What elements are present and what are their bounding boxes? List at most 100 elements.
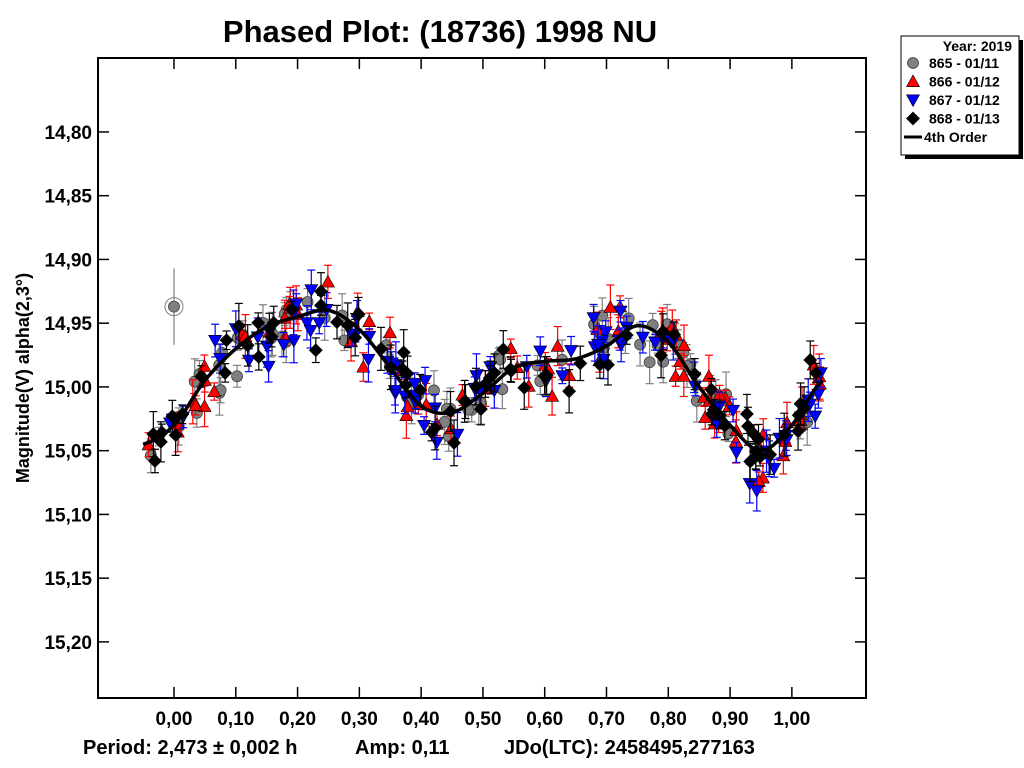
- data-point-diamond: [218, 365, 233, 380]
- epoch-readout: JDo(LTC): 2458495,277163: [504, 737, 755, 759]
- data-point-triangle-up: [603, 300, 618, 313]
- data-point-circle: [643, 356, 656, 369]
- data-point-triangle-down: [429, 436, 444, 450]
- data-point-diamond: [348, 330, 363, 345]
- data-point-circle: [428, 384, 440, 397]
- x-tick-label: 0,90: [712, 709, 749, 730]
- legend-header: Year: 2019: [943, 38, 1012, 54]
- plot-area: [97, 57, 867, 699]
- x-axis: 0,00 0,10 0,20 0,30 0,40 0,50 0,60 0,70 0,80 0,90…: [156, 58, 810, 730]
- data-point-diamond: [351, 307, 366, 322]
- data-point-diamond: [539, 368, 554, 383]
- data-point-diamond: [251, 315, 266, 330]
- data-point-circle: [301, 296, 314, 308]
- y-tick-label: 15,10: [44, 505, 92, 526]
- data-point-diamond: [168, 428, 183, 443]
- data-point-triangle-down: [304, 284, 319, 298]
- data-point-triangle-down: [648, 336, 663, 350]
- data-point-triangle-down: [417, 420, 432, 433]
- data-point-triangle-down: [286, 335, 301, 348]
- data-point-triangle-down: [586, 312, 601, 325]
- data-point-triangle-up: [550, 338, 565, 352]
- data-point-diamond: [428, 421, 443, 435]
- data-point-diamond: [562, 384, 577, 399]
- y-tick-label: 15,05: [44, 442, 92, 463]
- data-point-triangle-down: [261, 360, 276, 374]
- x-tick-label: 0,40: [403, 709, 440, 730]
- data-point-diamond: [308, 343, 323, 358]
- amplitude-readout: Amp: 0,11: [355, 737, 449, 759]
- data-point-triangle-down: [591, 338, 606, 352]
- data-point-diamond: [284, 302, 299, 317]
- data-point-diamond: [654, 348, 669, 363]
- data-point-diamond: [906, 111, 920, 126]
- fit-curve-4th-order: [142, 308, 824, 453]
- data-point-triangle-down: [555, 370, 570, 383]
- data-point-triangle-up: [676, 338, 691, 352]
- y-tick-label: 15,20: [44, 633, 92, 654]
- data-point-diamond: [469, 379, 483, 394]
- chart-title: Phased Plot: (18736) 1998 NU: [223, 14, 657, 49]
- data-point-triangle-down: [905, 94, 921, 108]
- legend-label: 865 - 01/11: [929, 55, 999, 71]
- y-tick-label: 14,80: [44, 123, 92, 144]
- x-tick-label: 0,70: [588, 709, 625, 730]
- data-point-triangle-down: [387, 385, 402, 398]
- y-tick-label: 15,00: [44, 378, 92, 399]
- data-point-diamond: [219, 333, 234, 348]
- data-point-triangle-up: [207, 384, 222, 398]
- data-point-circle: [231, 370, 243, 383]
- series-868-01-13: [146, 272, 823, 483]
- y-axis-label: Magnitude(V) alpha(2,3°): [13, 273, 33, 483]
- data-point-diamond: [763, 447, 778, 462]
- data-point-triangle-down: [726, 404, 741, 418]
- legend-entry: 866 - 01/12: [905, 74, 1000, 90]
- data-point-diamond: [496, 342, 511, 357]
- data-point-triangle-down: [241, 354, 256, 368]
- x-tick-label: 0,60: [526, 709, 563, 730]
- data-point-circle: [907, 57, 919, 69]
- y-tick-label: 14,85: [44, 187, 92, 208]
- data-point-diamond: [747, 427, 761, 442]
- data-point-triangle-down: [418, 375, 433, 388]
- period-readout: Period: 2,473 ± 0,002 h: [83, 737, 297, 759]
- legend-entry: 868 - 01/13: [906, 111, 1000, 127]
- data-point-diamond: [791, 424, 805, 439]
- data-point-diamond: [704, 382, 719, 397]
- data-point-triangle-up: [320, 274, 335, 288]
- data-point-triangle-down: [533, 345, 548, 359]
- data-point-triangle-down: [729, 446, 744, 460]
- plot-background: [98, 58, 866, 698]
- legend-label: 868 - 01/13: [929, 111, 1000, 127]
- y-tick-label: 14,90: [44, 250, 92, 271]
- y-tick-label: 14,95: [44, 314, 92, 335]
- data-point-triangle-up: [382, 325, 397, 339]
- data-point-diamond: [395, 362, 410, 376]
- data-points-layer: [141, 264, 828, 512]
- data-point-diamond: [231, 319, 246, 333]
- legend-entry: 865 - 01/11: [907, 55, 999, 71]
- data-point-diamond: [741, 419, 755, 434]
- data-point-triangle-up: [905, 74, 921, 87]
- x-tick-label: 0,80: [650, 709, 687, 730]
- data-point-diamond: [667, 327, 682, 342]
- y-axis: 14,80 14,85 14,90 14,95 15,00 15,05 15,10 15,15…: [44, 123, 866, 654]
- x-tick-label: 0,30: [341, 709, 378, 730]
- x-tick-label: 0,20: [279, 709, 316, 730]
- data-point-triangle-up: [188, 398, 203, 411]
- data-point-triangle-up: [362, 314, 377, 327]
- data-point-diamond: [447, 435, 461, 450]
- data-point-triangle-down: [635, 331, 650, 345]
- data-point-triangle-down: [303, 324, 318, 338]
- y-tick-label: 15,15: [44, 569, 92, 590]
- legend-box: [900, 35, 1020, 156]
- data-point-triangle-down: [276, 339, 291, 352]
- legend-label: 4th Order: [924, 129, 988, 145]
- highlight-ring: [164, 297, 184, 317]
- data-point-diamond: [517, 380, 532, 395]
- legend-entry: 4th Order: [904, 129, 988, 145]
- data-point-diamond: [396, 345, 411, 360]
- data-point-diamond: [487, 366, 502, 380]
- data-point-triangle-up: [399, 408, 414, 421]
